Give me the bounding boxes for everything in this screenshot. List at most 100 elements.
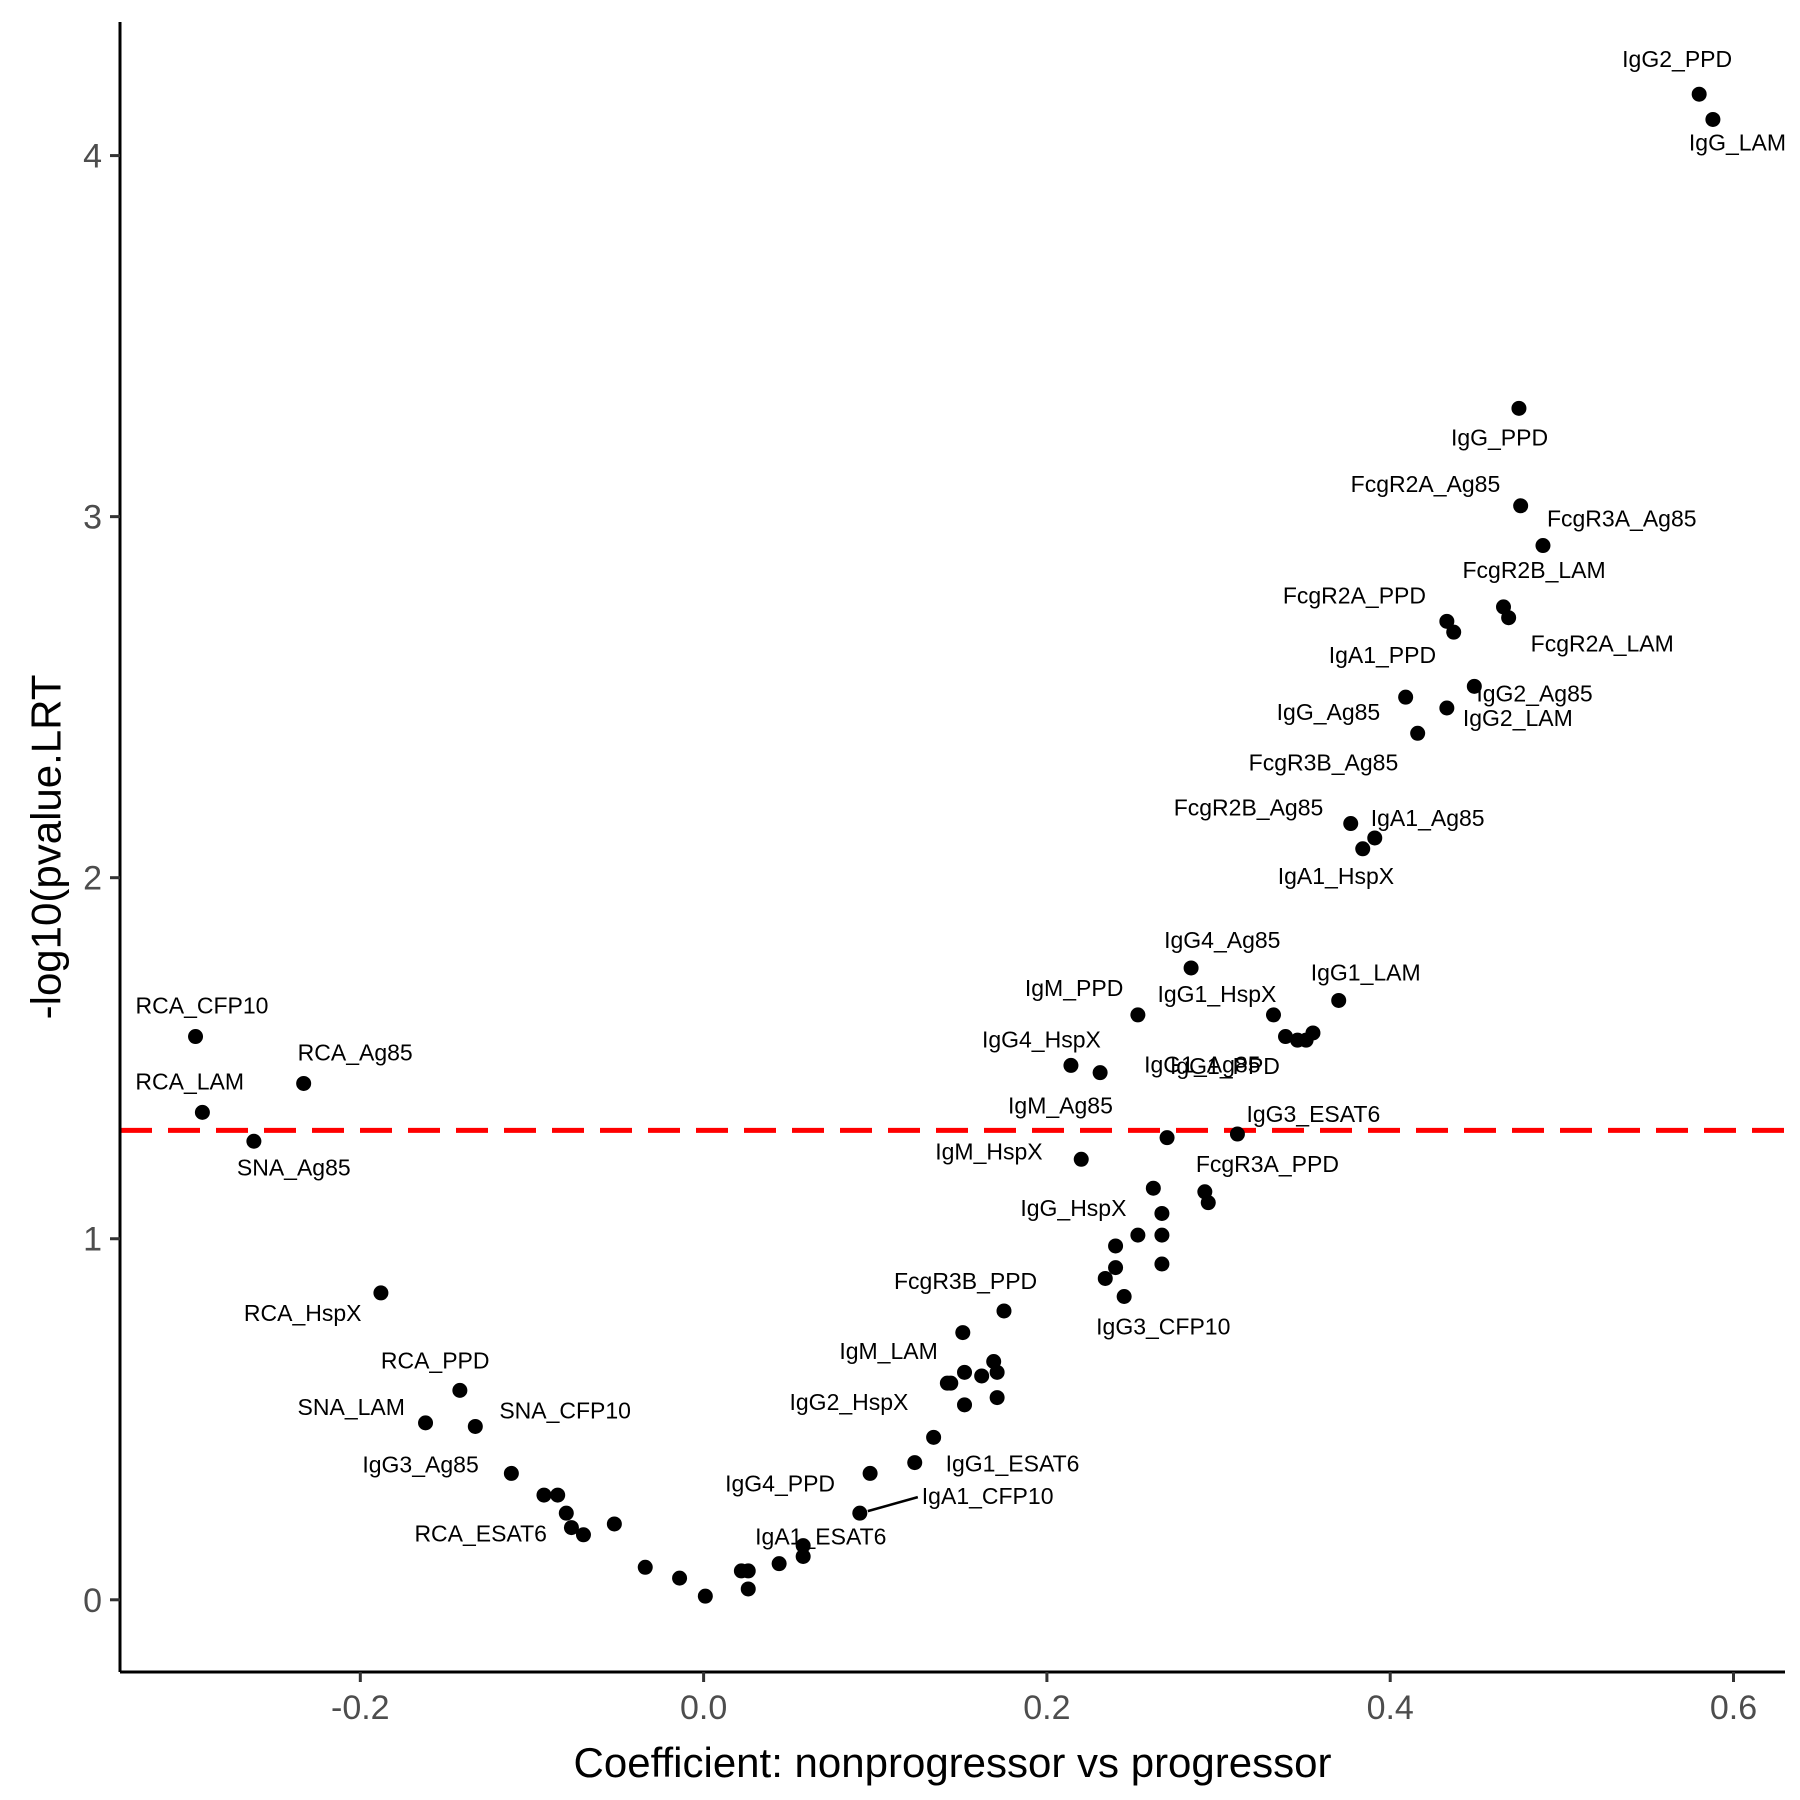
point-label-igg3-esat6: IgG3_ESAT6	[1246, 1101, 1380, 1127]
point-label-igg3-ag85: IgG3_Ag85	[362, 1451, 478, 1477]
point-label-igg-hspx: IgG_HspX	[1020, 1195, 1126, 1221]
data-point-igm-hspx	[1073, 1151, 1089, 1167]
data-point	[955, 1325, 971, 1341]
data-point-igg2-lam	[1439, 700, 1455, 716]
data-point	[1108, 1260, 1124, 1276]
data-point	[957, 1364, 973, 1380]
point-label-igg2-hspx: IgG2_HspX	[790, 1389, 909, 1415]
data-point	[575, 1527, 591, 1543]
data-point	[637, 1559, 653, 1575]
point-label-igm-hspx: IgM_HspX	[935, 1138, 1042, 1164]
data-point-fcgr3a-ppd	[1197, 1184, 1213, 1200]
point-label-igm-ag85: IgM_Ag85	[1008, 1093, 1113, 1119]
data-point	[771, 1556, 787, 1572]
data-point-iga1-ppd	[1446, 624, 1462, 640]
x-tick-label: 0.0	[680, 1689, 727, 1727]
data-point-igg2-hspx	[957, 1397, 973, 1413]
data-point-rca-lam	[194, 1104, 210, 1120]
point-label-igg2-ppd: IgG2_PPD	[1622, 46, 1732, 72]
data-point-igg1-hspx	[1265, 1007, 1281, 1023]
data-point-rca-cfp10	[188, 1029, 204, 1045]
data-point	[1154, 1227, 1170, 1243]
data-point	[550, 1487, 566, 1503]
y-tick-label: 2	[83, 860, 102, 898]
data-point	[1154, 1205, 1170, 1221]
x-axis-title: Coefficient: nonprogressor vs progressor	[574, 1739, 1332, 1786]
point-label-iga1-hspx: IgA1_HspX	[1278, 863, 1394, 889]
point-label-fcgr3a-ppd: FcgR3A_PPD	[1196, 1151, 1339, 1177]
data-point-sna-ag85	[246, 1133, 262, 1149]
data-point-rca-esat6	[563, 1520, 579, 1536]
data-point-fcgr2a-ag85	[1513, 498, 1529, 514]
data-point-igg4-hspx	[1063, 1057, 1079, 1073]
y-tick-label: 1	[83, 1221, 102, 1259]
x-tick-label: -0.2	[331, 1689, 390, 1727]
data-point	[672, 1570, 688, 1586]
data-point	[1097, 1270, 1113, 1286]
data-point	[606, 1516, 622, 1532]
data-point	[795, 1548, 811, 1564]
data-point	[1278, 1029, 1293, 1045]
point-label-fcgr3a-ag85: FcgR3A_Ag85	[1547, 506, 1697, 532]
data-point	[1130, 1227, 1146, 1243]
data-point	[1154, 1256, 1170, 1272]
data-point	[740, 1563, 756, 1579]
data-point-igg4-ppd	[862, 1465, 878, 1481]
point-label-sna-lam: SNA_LAM	[298, 1394, 405, 1420]
data-point-igg-ag85	[1398, 689, 1414, 705]
point-label-fcgr2a-ppd: FcgR2A_PPD	[1283, 582, 1426, 608]
point-label-fcgr2b-lam: FcgR2B_LAM	[1462, 557, 1605, 583]
points-layer	[188, 86, 1721, 1604]
data-point-igg-lam	[1705, 111, 1721, 127]
point-label-sna-ag85: SNA_Ag85	[237, 1154, 351, 1180]
data-point	[989, 1364, 1005, 1380]
point-label-iga1-ppd: IgA1_PPD	[1329, 642, 1436, 668]
data-point-igg3-ag85	[503, 1465, 519, 1481]
data-point-igg1-ag85	[1092, 1065, 1108, 1081]
data-point-igg1-lam	[1331, 992, 1347, 1008]
point-label-igg4-hspx: IgG4_HspX	[982, 1026, 1101, 1052]
point-label-iga1-cfp10: IgA1_CFP10	[922, 1483, 1054, 1509]
point-label-rca-esat6: RCA_ESAT6	[414, 1521, 547, 1547]
data-point-igg4-ag85	[1183, 960, 1199, 976]
data-point-igg-ppd	[1511, 400, 1527, 416]
data-point	[536, 1487, 552, 1503]
data-point-igg3-esat6	[1229, 1126, 1245, 1142]
data-point-igg3-cfp10	[1116, 1289, 1132, 1305]
data-point-igm-ppd	[1130, 1007, 1146, 1023]
data-point-igg-hspx	[1145, 1180, 1161, 1196]
data-point	[1108, 1238, 1124, 1254]
labels-layer: IgG2_PPD IgG_LAM IgG_PPD FcgR2A_Ag85 FcgR3A_…	[135, 46, 1786, 1549]
data-point-rca-ag85	[296, 1075, 312, 1091]
point-label-igg2-lam: IgG2_LAM	[1463, 705, 1573, 731]
data-point-fcgr2a-ppd	[1439, 613, 1455, 629]
point-label-fcgr3b-ag85: FcgR3B_Ag85	[1249, 749, 1399, 775]
data-point-igm-lam	[939, 1375, 955, 1391]
data-point-igg1-ppd	[1305, 1025, 1321, 1041]
point-label-rca-lam: RCA_LAM	[135, 1068, 244, 1094]
point-label-igm-ppd: IgM_PPD	[1025, 975, 1123, 1001]
point-label-rca-ppd: RCA_PPD	[381, 1347, 490, 1373]
data-point-fcgr3b-ag85	[1410, 725, 1426, 741]
point-label-igg1-esat6: IgG1_ESAT6	[946, 1450, 1080, 1476]
x-tick-label: 0.2	[1023, 1689, 1070, 1727]
data-point-igg2-ag85	[1466, 678, 1482, 694]
point-label-igg4-ag85: IgG4_Ag85	[1164, 927, 1280, 953]
point-label-igg2-ag85: IgG2_Ag85	[1476, 680, 1592, 706]
data-point-sna-lam	[418, 1415, 434, 1431]
data-point	[989, 1390, 1005, 1406]
point-label-igg-lam: IgG_LAM	[1689, 129, 1786, 155]
data-point-sna-cfp10	[467, 1418, 483, 1434]
point-label-fcgr3b-ppd: FcgR3B_PPD	[894, 1268, 1037, 1294]
point-label-igg4-ppd: IgG4_PPD	[725, 1470, 835, 1496]
data-point-iga1-cfp10	[852, 1505, 868, 1521]
data-point	[697, 1588, 713, 1604]
data-point-iga1-esat6	[795, 1538, 811, 1554]
data-point-igg2-ppd	[1691, 86, 1707, 102]
data-point-fcgr3a-ag85	[1535, 538, 1551, 554]
data-point	[974, 1368, 990, 1384]
data-point-rca-hspx	[373, 1285, 389, 1301]
point-label-rca-cfp10: RCA_CFP10	[136, 993, 269, 1019]
